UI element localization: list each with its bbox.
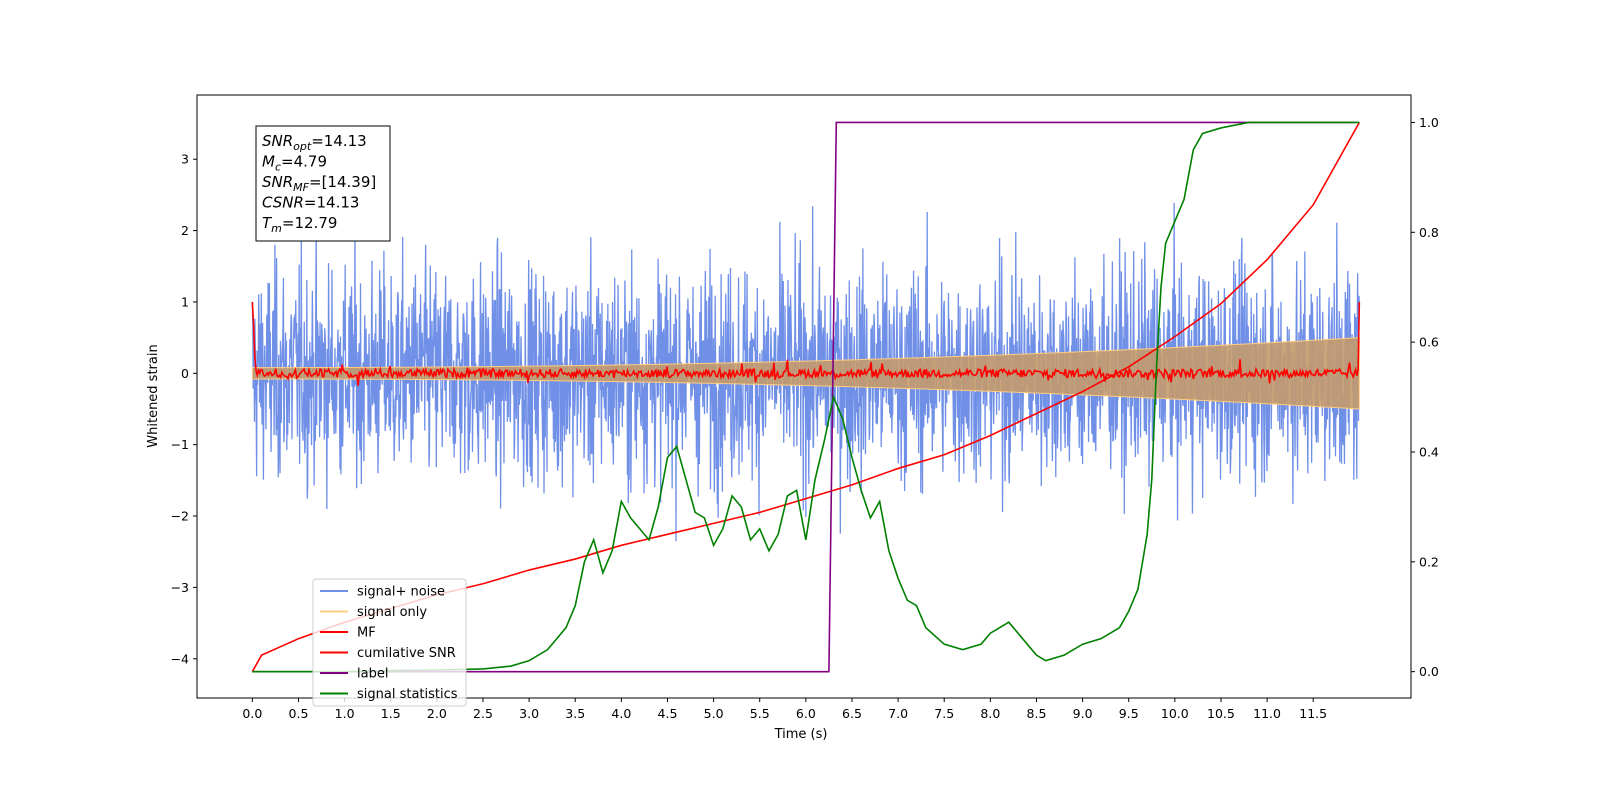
plot-area	[251, 121, 1361, 673]
legend-frame	[312, 578, 467, 707]
legend-label: signal+ noise	[357, 585, 445, 600]
legend: signal+ noise signal only MF cumilative SNR…	[312, 578, 467, 707]
x-tick-label: 6.0	[796, 706, 816, 721]
y-right-tick-label: 0.6	[1419, 335, 1439, 350]
series-signal-statistics	[252, 121, 1360, 673]
x-tick-label: 10.5	[1207, 706, 1235, 721]
x-tick-label: 0.5	[289, 706, 309, 721]
x-tick-label: 8.0	[980, 706, 1000, 721]
x-tick-label: 3.5	[565, 706, 585, 721]
series-mf	[251, 301, 1361, 386]
x-tick-label: 7.5	[934, 706, 954, 721]
axis-ticks: 0.0 0.5 1.0 1.5 2.0 2.5 3.0 3.5 4.0 4.5 5.0 5.5 6.0 6…	[171, 115, 1439, 721]
y-right-tick-label: 0.4	[1419, 444, 1439, 459]
annotation-box: SNRopt=14.13Mc=4.79SNRMF=[14.39]CSNR=14.…	[255, 125, 391, 242]
x-tick-label: 11.5	[1299, 706, 1327, 721]
legend-label: signal only	[357, 605, 427, 620]
annotation-line: SNRMF=[14.39]	[262, 173, 376, 194]
y-left-tick-label: 3	[181, 152, 189, 167]
x-tick-label: 5.0	[704, 706, 724, 721]
x-tick-label: 0.0	[242, 706, 262, 721]
y-right-tick-label: 0.8	[1419, 225, 1439, 240]
y-axis-label: Whitened strain	[146, 344, 161, 447]
x-tick-label: 8.5	[1027, 706, 1047, 721]
y-left-tick-label: −3	[171, 580, 189, 595]
legend-label: MF	[357, 626, 376, 641]
annotation-line: SNRopt=14.13	[262, 132, 367, 153]
annotation-line: CSNR=14.13	[262, 194, 359, 212]
x-tick-label: 11.0	[1253, 706, 1281, 721]
y-left-tick-label: 0	[181, 366, 189, 381]
y-left-tick-label: −2	[171, 509, 189, 524]
y-right-tick-label: 1.0	[1419, 115, 1439, 130]
y-left-tick-label: 1	[181, 294, 189, 309]
annotation-line: Tm=12.79	[262, 214, 337, 235]
x-tick-label: 5.5	[750, 706, 770, 721]
y-left-tick-label: −1	[171, 437, 189, 452]
x-axis-label: Time (s)	[774, 727, 828, 742]
y-right-tick-label: 0.2	[1419, 554, 1439, 569]
x-tick-label: 6.5	[842, 706, 862, 721]
legend-label: signal statistics	[357, 687, 458, 702]
x-tick-label: 4.5	[658, 706, 678, 721]
x-tick-label: 3.0	[519, 706, 539, 721]
x-tick-label: 9.5	[1119, 706, 1139, 721]
x-tick-label: 10.0	[1161, 706, 1189, 721]
y-left-tick-label: −4	[171, 651, 189, 666]
x-tick-label: 4.0	[611, 706, 631, 721]
x-tick-label: 9.0	[1073, 706, 1093, 721]
legend-label: cumilative SNR	[357, 646, 456, 661]
x-tick-label: 7.0	[888, 706, 908, 721]
legend-label: label	[357, 667, 388, 682]
x-tick-label: 2.5	[473, 706, 493, 721]
x-tick-label: 1.0	[335, 706, 355, 721]
y-right-tick-label: 0.0	[1419, 664, 1439, 679]
y-left-tick-label: 2	[181, 223, 189, 238]
annotation-frame	[255, 125, 391, 242]
x-tick-label: 2.0	[427, 706, 447, 721]
annotation-line: Mc=4.79	[262, 153, 327, 174]
x-tick-label: 1.5	[381, 706, 401, 721]
series-label	[252, 121, 1355, 673]
axes-frame	[196, 94, 1412, 699]
